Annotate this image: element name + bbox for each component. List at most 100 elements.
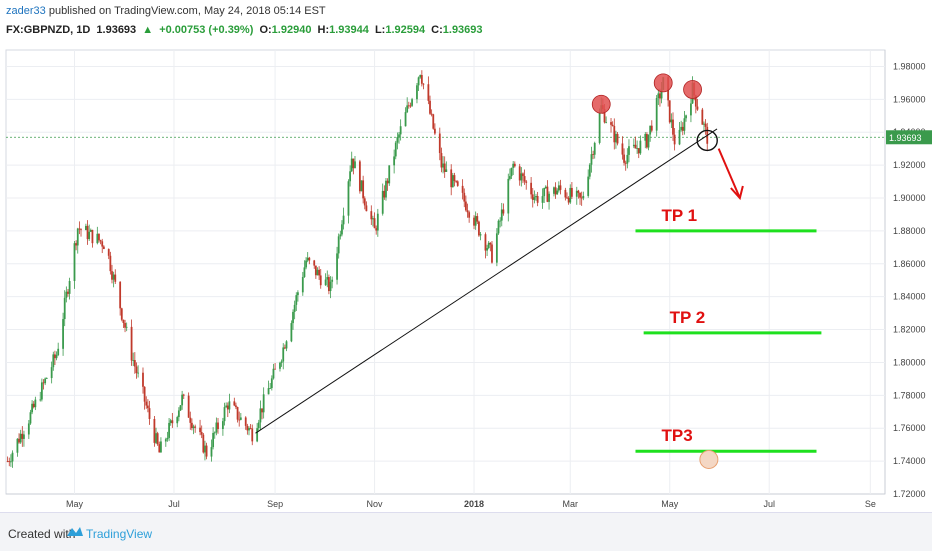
candle-body [75, 243, 78, 246]
candle [495, 228, 498, 267]
last-price-tag-label: 1.93693 [889, 133, 922, 143]
candle [78, 221, 81, 235]
candle-body [176, 417, 179, 424]
candle [160, 437, 162, 453]
candle [701, 107, 704, 125]
candle [225, 402, 228, 408]
candle-body [158, 444, 161, 453]
candle-body [683, 118, 686, 131]
candle-body [533, 197, 536, 200]
candle [164, 437, 167, 447]
candle [270, 375, 273, 391]
tradingview-link[interactable]: TradingView [86, 527, 153, 541]
last-price: 1.93693 [96, 24, 137, 36]
candle-body [251, 428, 254, 442]
candle [484, 232, 487, 259]
candle-body [262, 394, 265, 413]
price-chart[interactable]: 1.980001.960001.940001.920001.900001.880… [0, 42, 932, 512]
candle-body [473, 217, 475, 226]
x-tick-label: May [66, 499, 84, 509]
candle [23, 430, 25, 447]
candle [673, 128, 676, 151]
candle [696, 98, 699, 111]
candle-body [319, 275, 322, 286]
candle [406, 97, 409, 114]
candle [590, 146, 593, 173]
candle [101, 238, 104, 254]
candle-body [634, 144, 637, 149]
candle-body [73, 243, 76, 281]
candle-body [381, 190, 384, 214]
candle-body [212, 432, 215, 448]
candle-body [522, 173, 524, 177]
target-label: TP 2 [670, 308, 706, 327]
candle-body [199, 427, 201, 433]
candle [544, 185, 547, 189]
candle-body [404, 112, 407, 127]
candle-body [270, 378, 273, 389]
candle-body [223, 407, 226, 422]
candle [570, 181, 573, 200]
candle-body [215, 422, 218, 433]
up-arrow-icon: ▲ [142, 24, 154, 36]
candle-body [65, 291, 68, 298]
candle-body [111, 271, 113, 280]
candle [39, 391, 42, 402]
candle [646, 132, 648, 149]
candle-body [616, 133, 619, 144]
candle-body [293, 304, 296, 312]
candle [153, 415, 156, 447]
candle-body [655, 98, 658, 131]
candle-body [272, 368, 275, 379]
candle [135, 362, 138, 379]
candle-body [177, 410, 180, 418]
candle [358, 159, 361, 194]
candle [479, 231, 482, 241]
candle-body [256, 428, 259, 442]
candle-body [8, 461, 11, 463]
candle-body [233, 401, 236, 406]
candle-body [659, 93, 661, 99]
candle [388, 165, 391, 186]
candle-body [63, 297, 66, 320]
candle-body [681, 126, 684, 131]
y-tick-label: 1.82000 [893, 325, 926, 335]
created-with-label: Created with [8, 527, 76, 541]
candle [587, 169, 590, 198]
candle-body [122, 319, 125, 324]
candle-body [324, 279, 327, 286]
candle-body [647, 134, 650, 148]
candle [199, 419, 201, 436]
candle-body [125, 326, 128, 328]
candle [628, 139, 630, 163]
candle [386, 178, 389, 191]
candle-body [398, 134, 400, 138]
candle [649, 125, 652, 142]
candle [8, 457, 11, 467]
candle-body [376, 213, 379, 231]
candle-body [114, 274, 117, 282]
candle-body [342, 215, 345, 225]
candle-body [510, 167, 513, 177]
candle [672, 112, 674, 141]
candle-body [55, 355, 58, 359]
candle [613, 118, 616, 150]
candle [575, 186, 578, 205]
candle [430, 109, 433, 117]
candle [27, 420, 30, 439]
candle-body [443, 163, 446, 172]
candle-body [339, 234, 342, 237]
candle [577, 189, 580, 199]
candle-body [228, 401, 231, 410]
candle [102, 245, 105, 250]
candle [146, 399, 149, 413]
author-link[interactable]: zader33 [6, 5, 46, 17]
candle-body [179, 405, 182, 411]
plot-area [5, 49, 886, 495]
candle-body [564, 189, 567, 198]
candle-body [303, 267, 306, 278]
candle [226, 402, 229, 418]
candle [690, 98, 692, 123]
candle-body [80, 229, 82, 231]
last-price-tag [886, 130, 932, 145]
